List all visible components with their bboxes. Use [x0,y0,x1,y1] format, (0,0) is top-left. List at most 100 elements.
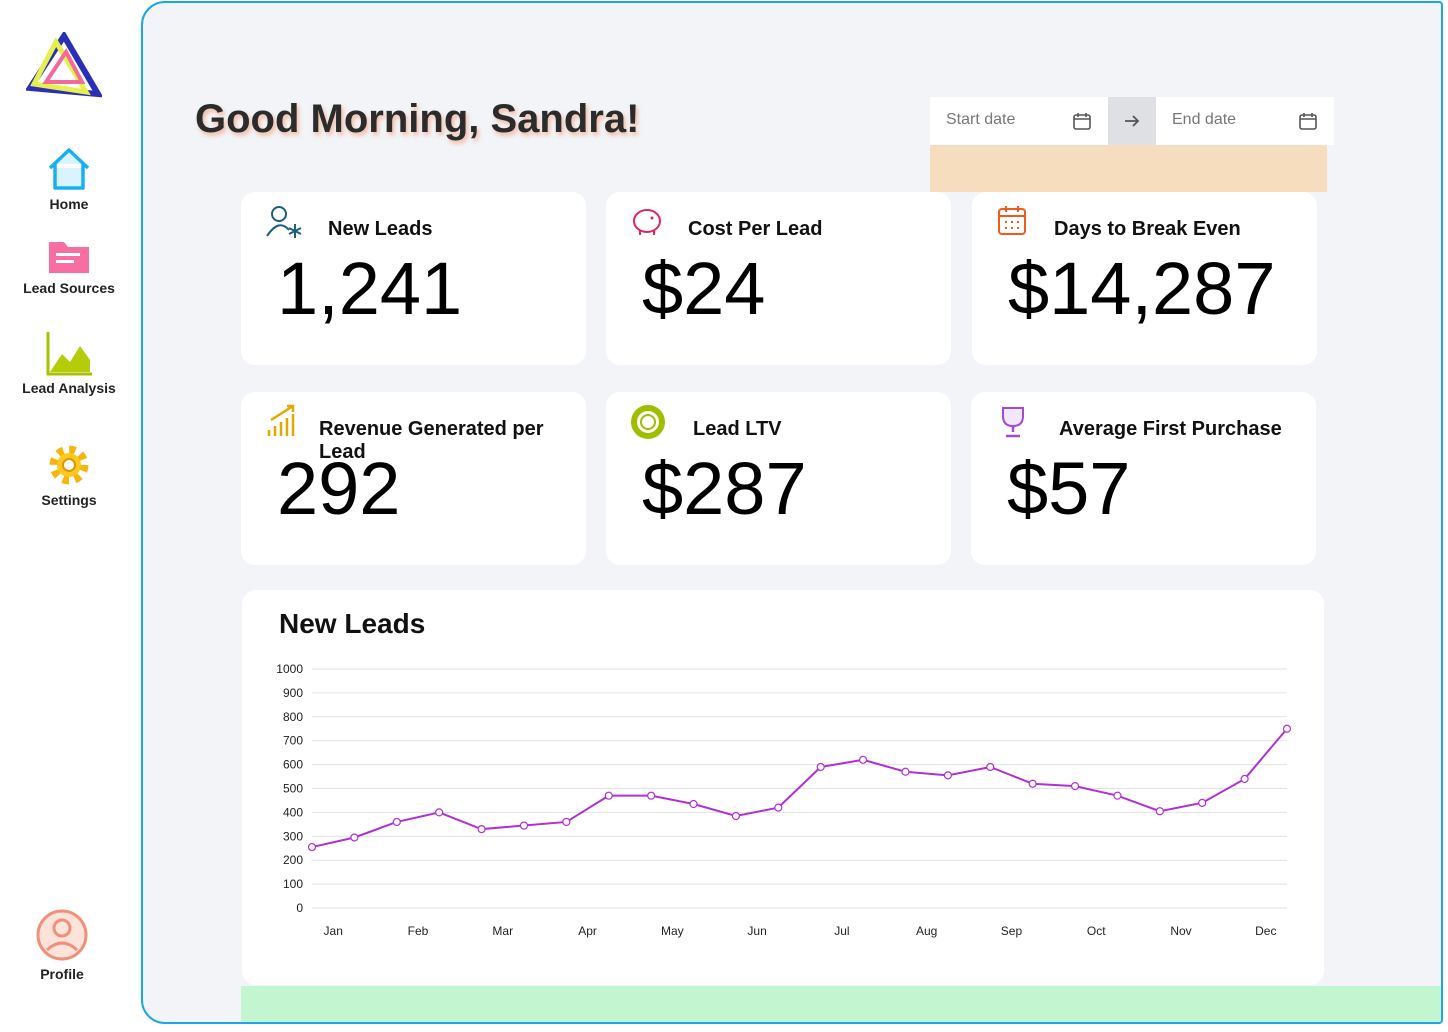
x-tick-label: Apr [578,924,597,938]
card-icon [1002,407,1024,438]
card-title: New Leads [328,218,433,240]
point [816,762,825,772]
point [647,791,656,800]
highlight [241,986,1441,1022]
x-tick-label: Oct [1087,924,1106,938]
calendar-icon [1073,113,1091,130]
card-title: Average First Purchase [1059,418,1282,440]
kpi-card: Revenue Generated per Lead 292 [241,392,586,565]
highlight [930,145,1327,192]
y-tick-label: 0 [296,901,303,915]
x-tick-label: Jan [324,924,343,938]
main-panel: Good Morning, Sandra! Start date End dat… [141,1,1443,1024]
point [604,791,613,800]
point [858,755,868,764]
x-tick-label: Jun [747,924,766,938]
point [1155,807,1164,816]
point [943,771,952,780]
gear-icon [49,445,89,485]
chart-card: New Leads 0 100 200 300 400 500 600 700 800 900 10… [242,590,1324,985]
point [689,799,698,809]
nav-label: Lead Analysis [22,380,116,396]
point [350,833,359,842]
point [392,817,401,827]
y-tick-label: 600 [283,758,303,772]
nav-label: Profile [40,966,84,982]
card-value: 1,241 [277,247,463,330]
start-date[interactable]: Start date [930,97,1108,145]
y-tick-label: 900 [283,686,303,700]
end-date[interactable]: End date [1156,97,1334,145]
point [1282,724,1292,733]
nav-settings[interactable]: Settings [0,442,138,508]
date-range: Start date End date [930,97,1334,145]
point [562,817,571,827]
kpi-card: Average First Purchase $57 [971,392,1316,565]
x-tick-label: Mar [492,924,513,938]
nav-label: Home [49,196,89,212]
point [901,767,910,776]
calendar-icon [1299,113,1317,130]
nav-profile[interactable]: Profile [0,908,124,982]
card-title: Lead LTV [693,418,782,440]
home-icon [48,148,90,190]
kpi-card: Cost Per Lead $24 [606,192,951,365]
point [774,803,783,812]
x-tick-label: Dec [1255,924,1276,938]
x-tick-label: Nov [1170,924,1191,938]
card-value: $14,287 [1008,247,1276,330]
point [986,762,995,772]
kpi-card: Days to Break Even $14,287 [972,192,1317,365]
nav-lead-sources[interactable]: Lead Sources [0,238,138,296]
kpi-card: New Leads 1,241 [241,192,586,365]
folder-icon [49,242,89,273]
chart-title: New Leads [279,608,425,639]
point [1240,774,1249,784]
nav-label: Settings [41,492,97,508]
card-icon [998,206,1026,235]
card-title: Days to Break Even [1054,218,1241,240]
point [519,821,529,830]
nav-label: Lead Sources [23,280,115,296]
analysis-icon [46,332,92,376]
nav-home[interactable]: Home [0,146,138,212]
card-icon [266,206,302,238]
y-tick-label: 700 [283,734,303,748]
start-placeholder: Start date [946,111,1016,128]
card-value: $57 [1007,447,1131,530]
point [435,808,444,817]
arrow [1108,97,1156,145]
end-placeholder: End date [1172,111,1237,128]
y-tick-label: 100 [283,877,303,891]
card-icon [631,405,665,439]
profile-icon [36,909,88,961]
y-tick-label: 800 [283,710,303,724]
kpi-card: Lead LTV $287 [606,392,951,565]
card-icon [633,209,661,235]
x-tick-label: Sep [1001,924,1023,938]
greeting: Good Morning, Sandra! [195,97,640,141]
sidebar: Home Lead Sources Lead Analysis Settings… [0,0,229,1032]
y-tick-label: 200 [283,853,303,867]
card-title: Cost Per Lead [688,218,823,240]
point [1028,779,1037,788]
point [1070,782,1080,791]
card-value: 292 [277,447,401,530]
card-icon [267,404,295,436]
logo [26,32,102,98]
x-tick-label: May [661,924,684,938]
card-value: $24 [642,247,766,330]
point [307,842,317,852]
point [1198,798,1207,807]
y-tick-label: 500 [283,782,303,796]
x-tick-label: Feb [408,924,429,938]
point [477,825,486,834]
point [731,811,741,821]
y-tick-label: 300 [283,829,303,843]
x-tick-label: Jul [834,924,849,938]
x-tick-label: Aug [916,924,937,938]
nav-lead-analysis[interactable]: Lead Analysis [0,326,138,396]
y-tick-label: 400 [283,805,303,819]
chart: New Leads 0 100 200 300 400 500 600 700 800 900 10… [276,608,1292,938]
